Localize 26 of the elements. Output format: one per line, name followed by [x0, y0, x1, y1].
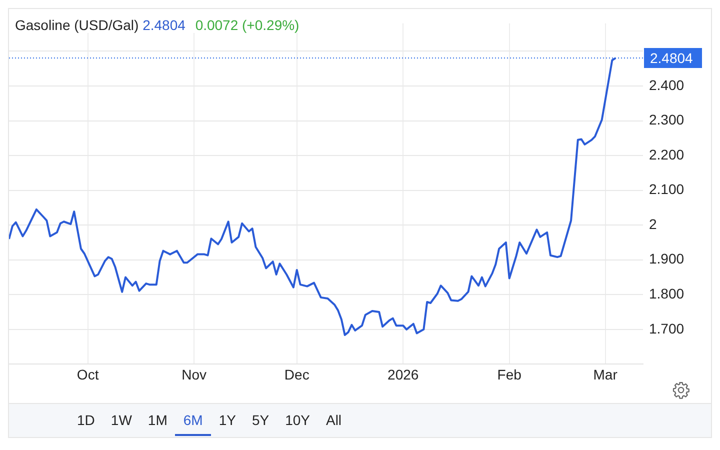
- text: All: [324, 410, 343, 430]
- y-tick-label: 2.100: [649, 181, 684, 198]
- y-tick-label: 2.300: [649, 112, 684, 128]
- y-tick-label: 2.200: [649, 146, 684, 162]
- y-tick-label: 1.700: [649, 320, 684, 336]
- annotation: 0.0072 (+0.29%): [195, 17, 300, 33]
- text: 5Y: [250, 410, 270, 430]
- x-tick-label: 2026: [388, 366, 419, 382]
- ref-line-label: 2.4804: [650, 50, 694, 66]
- x-tick-label: Dec: [284, 366, 310, 382]
- x-tick-label: Feb: [497, 366, 522, 382]
- x-tick-label: Oct: [76, 366, 99, 382]
- x-tick-label: Nov: [182, 366, 207, 382]
- text: 10Y: [284, 410, 311, 430]
- chart-title: Gasoline (USD/Gal): [15, 17, 139, 33]
- y-tick-label: 1.800: [649, 286, 684, 302]
- x-tick-label: Mar: [593, 366, 618, 382]
- text: 1M: [146, 410, 168, 430]
- annotation: 2.4804: [142, 17, 186, 33]
- text: 1D: [76, 410, 96, 430]
- y-tick-label: 1.900: [649, 250, 684, 267]
- text: 1W: [110, 410, 133, 430]
- y-tick-label: 2.400: [649, 76, 684, 93]
- text: 1Y: [218, 410, 237, 430]
- text: 6M: [175, 406, 211, 436]
- y-tick-label: 2: [649, 216, 657, 232]
